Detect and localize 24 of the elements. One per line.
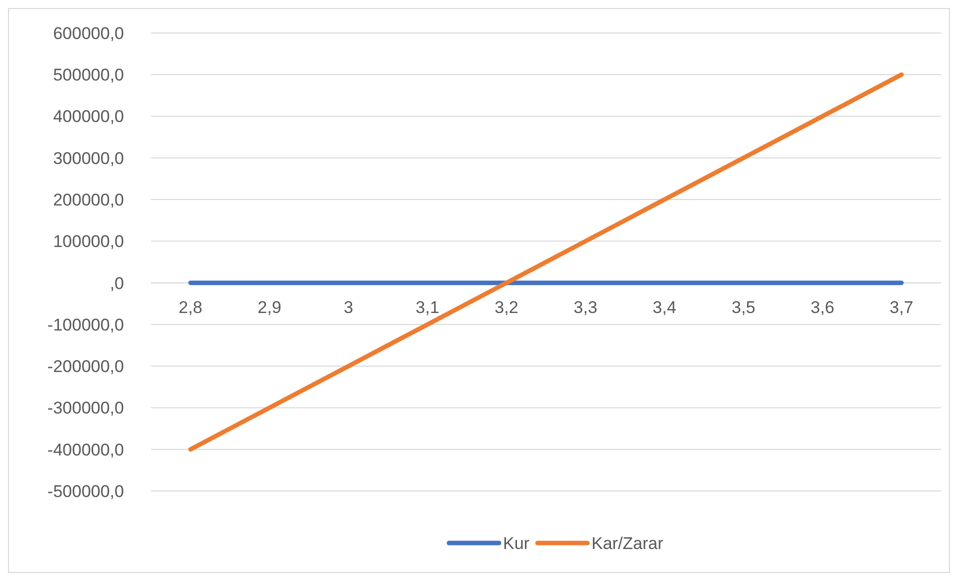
y-tick-label: -100000,0 xyxy=(47,315,124,334)
y-tick-label: 300000,0 xyxy=(53,148,124,168)
y-tick-label: -400000,0 xyxy=(47,440,124,460)
x-tick-label: 3,1 xyxy=(416,298,440,317)
x-tick-label: 3 xyxy=(344,298,354,317)
y-tick-label: -500000,0 xyxy=(47,482,124,501)
legend-label: Kar/Zarar xyxy=(592,534,664,553)
x-tick-label: 2,8 xyxy=(178,298,202,317)
x-tick-label: 3,4 xyxy=(652,298,676,317)
y-tick-label: 200000,0 xyxy=(53,190,124,210)
y-tick-label: ,0 xyxy=(110,274,124,293)
x-tick-label: 3,5 xyxy=(732,298,756,317)
y-tick-label: 500000,0 xyxy=(53,66,124,85)
y-tick-label: 100000,0 xyxy=(53,232,124,252)
x-tick-label: 3,7 xyxy=(890,298,914,317)
y-tick-label: 600000,0 xyxy=(53,24,124,43)
y-tick-label: -200000,0 xyxy=(47,357,124,376)
legend-label: Kur xyxy=(503,534,530,553)
y-tick-label: -300000,0 xyxy=(47,398,124,418)
y-tick-label: 400000,0 xyxy=(53,107,124,126)
x-tick-label: 2,9 xyxy=(258,298,282,317)
x-tick-label: 3,3 xyxy=(574,298,598,317)
x-tick-label: 3,6 xyxy=(810,298,834,317)
x-tick-label: 3,2 xyxy=(494,298,518,317)
